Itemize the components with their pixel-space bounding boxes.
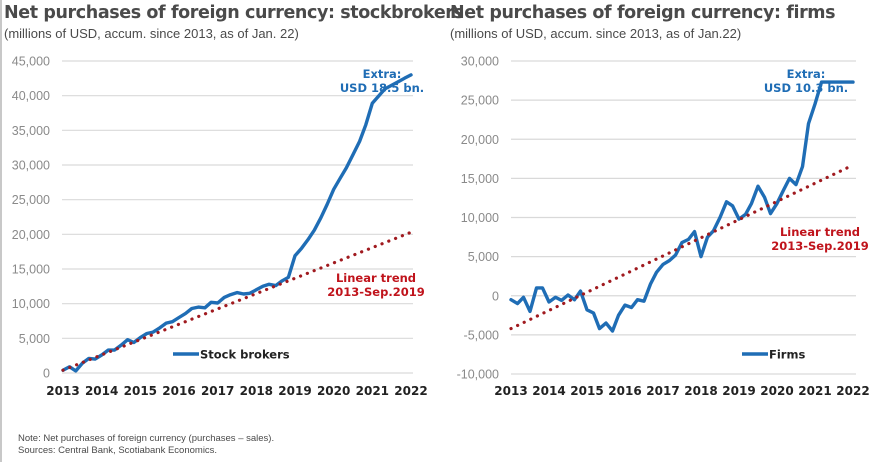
chart-subtitle-firms: (millions of USD, accum. since 2013, as … — [450, 26, 742, 41]
y-tick-label: 0 — [492, 289, 499, 303]
chart-title-stockbrokers: Net purchases of foreign currency: stock… — [4, 3, 464, 23]
y-tick-label: 15,000 — [461, 172, 499, 186]
page-left-border — [0, 0, 2, 462]
x-tick-label: 2013 — [494, 384, 527, 398]
annotation-linear-trend: 2013-Sep.2019 — [771, 239, 868, 253]
x-tick-label: 2018 — [240, 384, 273, 398]
chart-title-firms: Net purchases of foreign currency: firms — [450, 3, 836, 23]
annotation-extra: USD 10.3 bn. — [764, 81, 848, 95]
x-tick-label: 2018 — [684, 384, 717, 398]
series-line-firms — [509, 80, 855, 333]
y-tick-label: 5,000 — [468, 250, 499, 264]
legend-label: Stock brokers — [200, 348, 290, 362]
y-tick-label: 25,000 — [461, 94, 499, 108]
x-tick-label: 2022 — [836, 384, 869, 398]
x-tick-label: 2015 — [570, 384, 603, 398]
annotation-extra: Extra: — [787, 67, 826, 81]
x-tick-label: 2017 — [201, 384, 234, 398]
y-tick-label: 20,000 — [12, 228, 50, 242]
series-line-stock-brokers — [61, 73, 413, 373]
annotation-linear-trend: Linear trend — [780, 225, 860, 239]
legend: Stock brokers — [173, 348, 290, 362]
chart-0: 0 5,000 10,000 15,000 20,000 25,000 30,000 35,0… — [12, 55, 428, 399]
y-tick-label: 5,000 — [19, 332, 50, 346]
y-tick-label: 10,000 — [12, 297, 50, 311]
x-tick-label: 2019 — [278, 384, 311, 398]
x-tick-label: 2020 — [760, 384, 793, 398]
y-tick-label: 10,000 — [461, 211, 499, 225]
x-tick-label: 2020 — [317, 384, 350, 398]
x-tick-label: 2014 — [532, 384, 565, 398]
legend: Firms — [742, 348, 805, 362]
trend-line — [509, 163, 855, 331]
y-tick-label: 45,000 — [12, 55, 50, 69]
x-tick-label: 2014 — [85, 384, 118, 398]
x-tick-label: 2013 — [46, 384, 79, 398]
y-tick-label: -5,000 — [464, 328, 499, 342]
footer-note: Note: Net purchases of foreign currency … — [18, 433, 275, 444]
y-tick-label: 35,000 — [12, 124, 50, 138]
legend-label: Firms — [769, 348, 805, 362]
y-tick-label: 25,000 — [12, 193, 50, 207]
annotation-extra: USD 18.5 bn. — [340, 81, 424, 95]
x-tick-label: 2016 — [162, 384, 195, 398]
footer-sources: Sources: Central Bank, Scotiabank Econom… — [18, 445, 218, 456]
y-tick-label: 15,000 — [12, 263, 50, 277]
x-tick-label: 2016 — [608, 384, 641, 398]
y-tick-label: 0 — [43, 367, 50, 381]
y-tick-label: 30,000 — [461, 55, 499, 69]
chart-subtitle-stockbrokers: (millions of USD, accum. since 2013, as … — [4, 26, 299, 41]
x-tick-label: 2021 — [356, 384, 389, 398]
x-tick-label: 2022 — [394, 384, 427, 398]
y-tick-label: 20,000 — [461, 133, 499, 147]
x-tick-label: 2021 — [798, 384, 831, 398]
x-tick-label: 2017 — [646, 384, 679, 398]
chart-1: -10,000 -5,000 0 5,000 10,000 15,000 20,000 25,… — [457, 55, 870, 399]
annotation-linear-trend: Linear trend — [336, 271, 416, 285]
y-tick-label: -10,000 — [457, 368, 499, 382]
annotation-extra: Extra: — [363, 67, 402, 81]
y-tick-label: 40,000 — [12, 89, 50, 103]
y-tick-label: 30,000 — [12, 159, 50, 173]
x-tick-label: 2015 — [124, 384, 157, 398]
x-tick-label: 2019 — [722, 384, 755, 398]
annotation-linear-trend: 2013-Sep.2019 — [327, 285, 424, 299]
